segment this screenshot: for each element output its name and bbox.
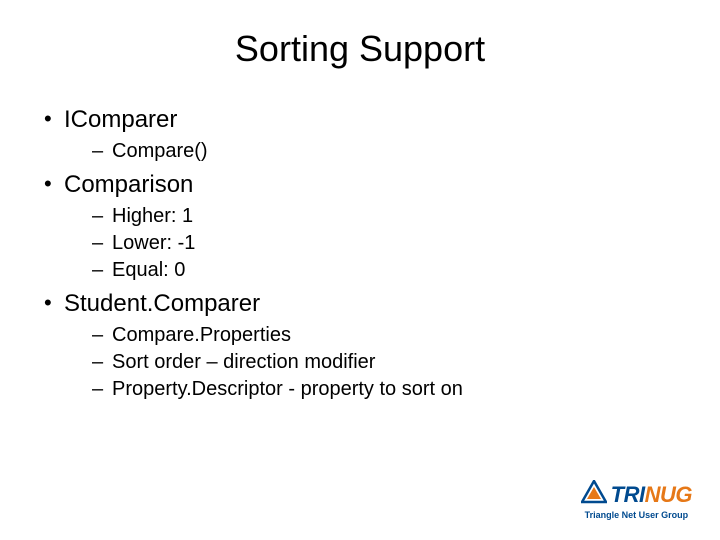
logo-nug: NUG	[645, 482, 692, 507]
sub-list: Compare()	[64, 140, 680, 163]
sub-item: Compare.Properties	[92, 324, 680, 347]
sub-text: Equal: 0	[112, 259, 185, 281]
sub-item: Property.Descriptor - property to sort o…	[92, 378, 680, 401]
sub-text: Compare()	[112, 140, 208, 162]
sub-item: Sort order – direction modifier	[92, 351, 680, 374]
bullet-text: IComparer	[64, 106, 177, 133]
sub-item: Equal: 0	[92, 259, 680, 282]
bullet-text: Comparison	[64, 171, 193, 198]
sub-item: Compare()	[92, 140, 680, 163]
sub-text: Sort order – direction modifier	[112, 351, 375, 373]
bullet-text: Student.Comparer	[64, 290, 260, 317]
sub-list: Higher: 1 Lower: -1 Equal: 0	[64, 205, 680, 282]
bullet-list: IComparer Compare() Comparison Higher: 1…	[40, 106, 680, 401]
sub-text: Compare.Properties	[112, 324, 291, 346]
logo-tri: TRI	[611, 482, 645, 507]
logo: TRINUG Triangle Net User Group	[581, 480, 692, 520]
sub-text: Higher: 1	[112, 205, 193, 227]
logo-tagline: Triangle Net User Group	[585, 510, 689, 520]
logo-text: TRINUG	[611, 482, 692, 508]
logo-row: TRINUG	[581, 480, 692, 509]
bullet-item: Comparison Higher: 1 Lower: -1 Equal: 0	[40, 171, 680, 282]
bullet-item: IComparer Compare()	[40, 106, 680, 163]
sub-text: Property.Descriptor - property to sort o…	[112, 378, 463, 400]
sub-item: Higher: 1	[92, 205, 680, 228]
sub-item: Lower: -1	[92, 232, 680, 255]
triangle-icon	[581, 480, 607, 509]
bullet-item: Student.Comparer Compare.Properties Sort…	[40, 290, 680, 401]
slide: Sorting Support IComparer Compare() Comp…	[0, 0, 720, 540]
sub-text: Lower: -1	[112, 232, 195, 254]
sub-list: Compare.Properties Sort order – directio…	[64, 324, 680, 401]
slide-title: Sorting Support	[40, 28, 680, 70]
